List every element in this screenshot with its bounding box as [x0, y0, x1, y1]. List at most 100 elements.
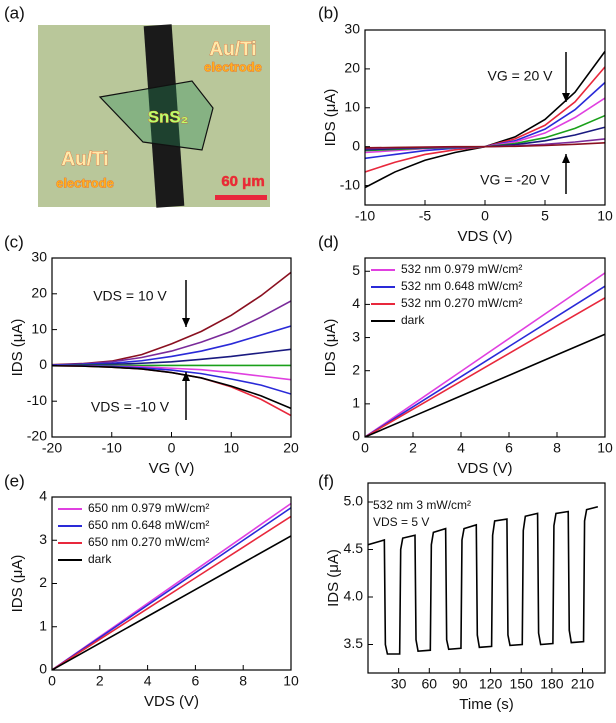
x-tick-label: 8 [553, 440, 561, 456]
annotation: VG = -20 V [480, 172, 550, 188]
y-tick-label: 30 [344, 21, 360, 37]
data-line [365, 50, 605, 189]
data-line [365, 333, 605, 437]
x-tick-label: 10 [597, 208, 613, 224]
y-tick-label: 10 [31, 320, 47, 336]
legend-label: 650 nm 0.648 mW/cm² [88, 518, 209, 532]
x-tick-label: 2 [96, 673, 104, 689]
annotation: VDS = 10 V [93, 288, 167, 304]
legend-label: 650 nm 0.270 mW/cm² [88, 535, 209, 549]
y-axis-label: IDS (μA) [325, 549, 342, 607]
x-tick-label: 6 [505, 440, 513, 456]
y-tick-label: 10 [344, 98, 360, 114]
y-tick-label: 3 [39, 531, 47, 547]
y-tick-label: -10 [27, 392, 47, 408]
x-tick-label: 0 [168, 440, 176, 456]
x-tick-label: 210 [571, 676, 595, 692]
flake-outline [98, 80, 214, 151]
y-tick-label: 0 [39, 356, 47, 372]
y-tick-label: 2 [39, 574, 47, 590]
x-tick-label: 10 [223, 440, 239, 456]
x-tick-label: 8 [239, 673, 247, 689]
panel-label: (e) [4, 471, 25, 490]
x-axis-label: VDS (V) [457, 228, 512, 245]
x-tick-label: 120 [479, 676, 503, 692]
data-line [52, 515, 291, 670]
x-tick-label: 30 [391, 676, 407, 692]
x-tick-label: 180 [540, 676, 564, 692]
y-tick-label: 1 [39, 617, 47, 633]
legend-label: 532 nm 0.979 mW/cm² [401, 262, 522, 276]
plot-frame [51, 257, 292, 438]
arrow-head [182, 318, 190, 327]
y-axis-label: IDS (μA) [9, 555, 26, 613]
x-tick-label: 20 [283, 440, 299, 456]
data-line [365, 297, 605, 437]
data-line [365, 66, 605, 173]
y-tick-label: -10 [340, 176, 360, 192]
y-tick-label: 4.5 [344, 540, 364, 556]
image-label: electrode [204, 59, 262, 74]
x-tick-label: 60 [422, 676, 438, 692]
x-tick-label: 4 [457, 440, 465, 456]
x-tick-label: -5 [419, 208, 432, 224]
image-label: Au/Ti [209, 39, 256, 60]
image-label: SnS₂ [148, 107, 189, 126]
y-tick-label: 2 [352, 361, 360, 377]
y-tick-label: -20 [27, 428, 47, 444]
data-line [52, 300, 291, 366]
y-tick-label: 1 [352, 395, 360, 411]
legend-label: 532 nm 0.648 mW/cm² [401, 279, 522, 293]
x-tick-label: 10 [597, 440, 613, 456]
annotation: VDS = -10 V [91, 399, 170, 415]
x-axis-label: VDS (V) [457, 460, 512, 477]
legend-label: 650 nm 0.979 mW/cm² [88, 501, 209, 515]
y-tick-label: 0 [352, 428, 360, 444]
image-label: electrode [56, 175, 114, 190]
y-tick-label: 4.0 [344, 588, 364, 604]
y-axis-label: IDS (μA) [9, 319, 26, 377]
data-line [52, 325, 291, 366]
data-line [365, 285, 605, 437]
y-tick-label: 20 [344, 60, 360, 76]
y-tick-label: 20 [31, 285, 47, 301]
electrode-stripe [143, 24, 185, 208]
annotation: 532 nm 3 mW/cm² [373, 498, 471, 512]
x-tick-label: 2 [409, 440, 417, 456]
panel-label: (f) [318, 471, 334, 490]
panel-label: (c) [4, 232, 24, 251]
y-axis-label: IDS (μA) [322, 319, 339, 377]
x-tick-label: 0 [361, 440, 369, 456]
x-tick-label: -10 [355, 208, 375, 224]
y-tick-label: 4 [39, 488, 47, 504]
y-tick-label: 5 [352, 262, 360, 278]
data-line [52, 535, 291, 670]
x-tick-label: 0 [481, 208, 489, 224]
x-tick-label: 4 [144, 673, 152, 689]
legend-label: dark [401, 313, 425, 327]
x-tick-label: -10 [102, 440, 122, 456]
y-tick-label: 3 [352, 328, 360, 344]
x-tick-label: 150 [510, 676, 534, 692]
legend-label: dark [88, 552, 112, 566]
image-label: Au/Ti [61, 149, 108, 170]
y-tick-label: 4 [352, 295, 360, 311]
y-axis-label: IDS (μA) [322, 89, 339, 147]
x-tick-label: 6 [192, 673, 200, 689]
x-axis-label: VG (V) [149, 460, 195, 477]
arrow-head [182, 372, 190, 381]
data-line [365, 141, 605, 149]
legend-label: 532 nm 0.270 mW/cm² [401, 296, 522, 310]
annotation: VDS = 5 V [373, 515, 429, 529]
x-tick-label: 10 [283, 673, 299, 689]
x-axis-label: Time (s) [459, 696, 513, 713]
data-line [52, 364, 291, 395]
data-line [52, 364, 291, 410]
data-line [365, 272, 605, 437]
data-line [368, 505, 599, 655]
y-tick-label: 3.5 [344, 635, 364, 651]
plot-frame [367, 482, 606, 674]
x-tick-label: -20 [42, 440, 62, 456]
arrow-head [562, 93, 570, 102]
